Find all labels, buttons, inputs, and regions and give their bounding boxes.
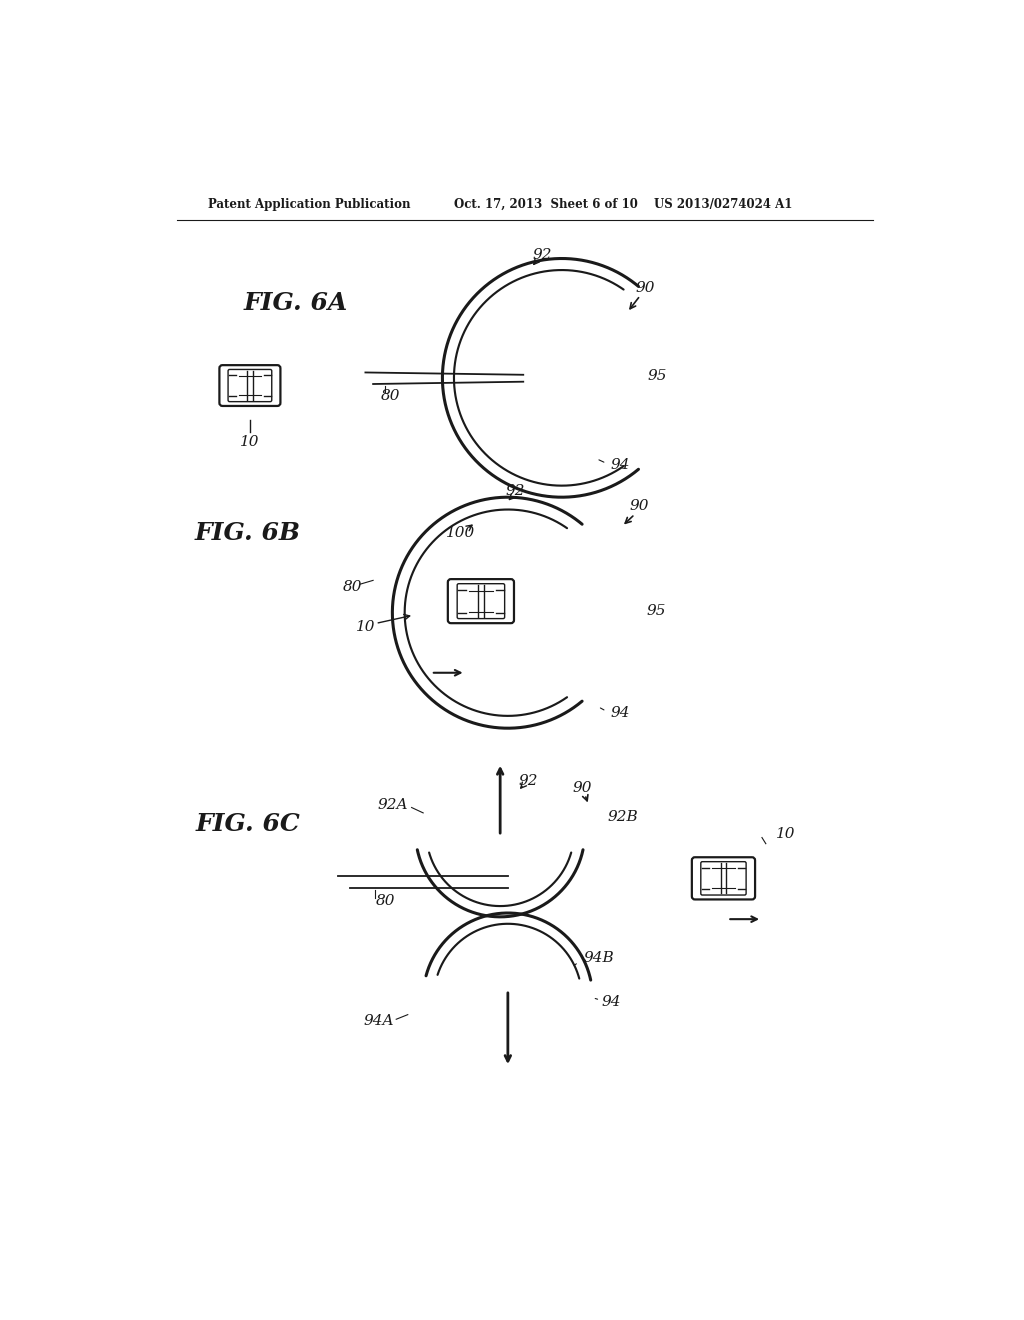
Text: US 2013/0274024 A1: US 2013/0274024 A1: [654, 198, 793, 211]
Text: 90: 90: [635, 281, 654, 294]
Text: 10: 10: [241, 434, 260, 449]
Text: 92A: 92A: [377, 799, 408, 812]
Text: FIG. 6B: FIG. 6B: [195, 521, 301, 545]
Text: 94: 94: [610, 458, 630, 471]
Text: 10: 10: [356, 619, 376, 634]
Text: 92B: 92B: [608, 809, 639, 824]
Text: Patent Application Publication: Patent Application Publication: [208, 198, 410, 211]
Text: 92: 92: [506, 484, 525, 498]
Text: 92: 92: [532, 248, 552, 261]
Text: 10: 10: [776, 826, 796, 841]
Text: 80: 80: [343, 581, 362, 594]
Text: 92: 92: [518, 774, 538, 788]
Text: 94: 94: [602, 994, 622, 1008]
Text: 95: 95: [646, 605, 666, 618]
Text: Oct. 17, 2013  Sheet 6 of 10: Oct. 17, 2013 Sheet 6 of 10: [454, 198, 638, 211]
Text: 80: 80: [376, 895, 395, 908]
Text: 94: 94: [610, 706, 630, 719]
Text: 90: 90: [572, 781, 592, 795]
Text: 100: 100: [445, 527, 475, 540]
Text: FIG. 6A: FIG. 6A: [244, 292, 348, 315]
Text: 95: 95: [648, 368, 668, 383]
Text: 94A: 94A: [364, 1014, 394, 1028]
Text: FIG. 6C: FIG. 6C: [196, 812, 300, 837]
Text: 80: 80: [381, 388, 400, 403]
Text: 90: 90: [629, 499, 648, 513]
Text: 94B: 94B: [584, 950, 614, 965]
